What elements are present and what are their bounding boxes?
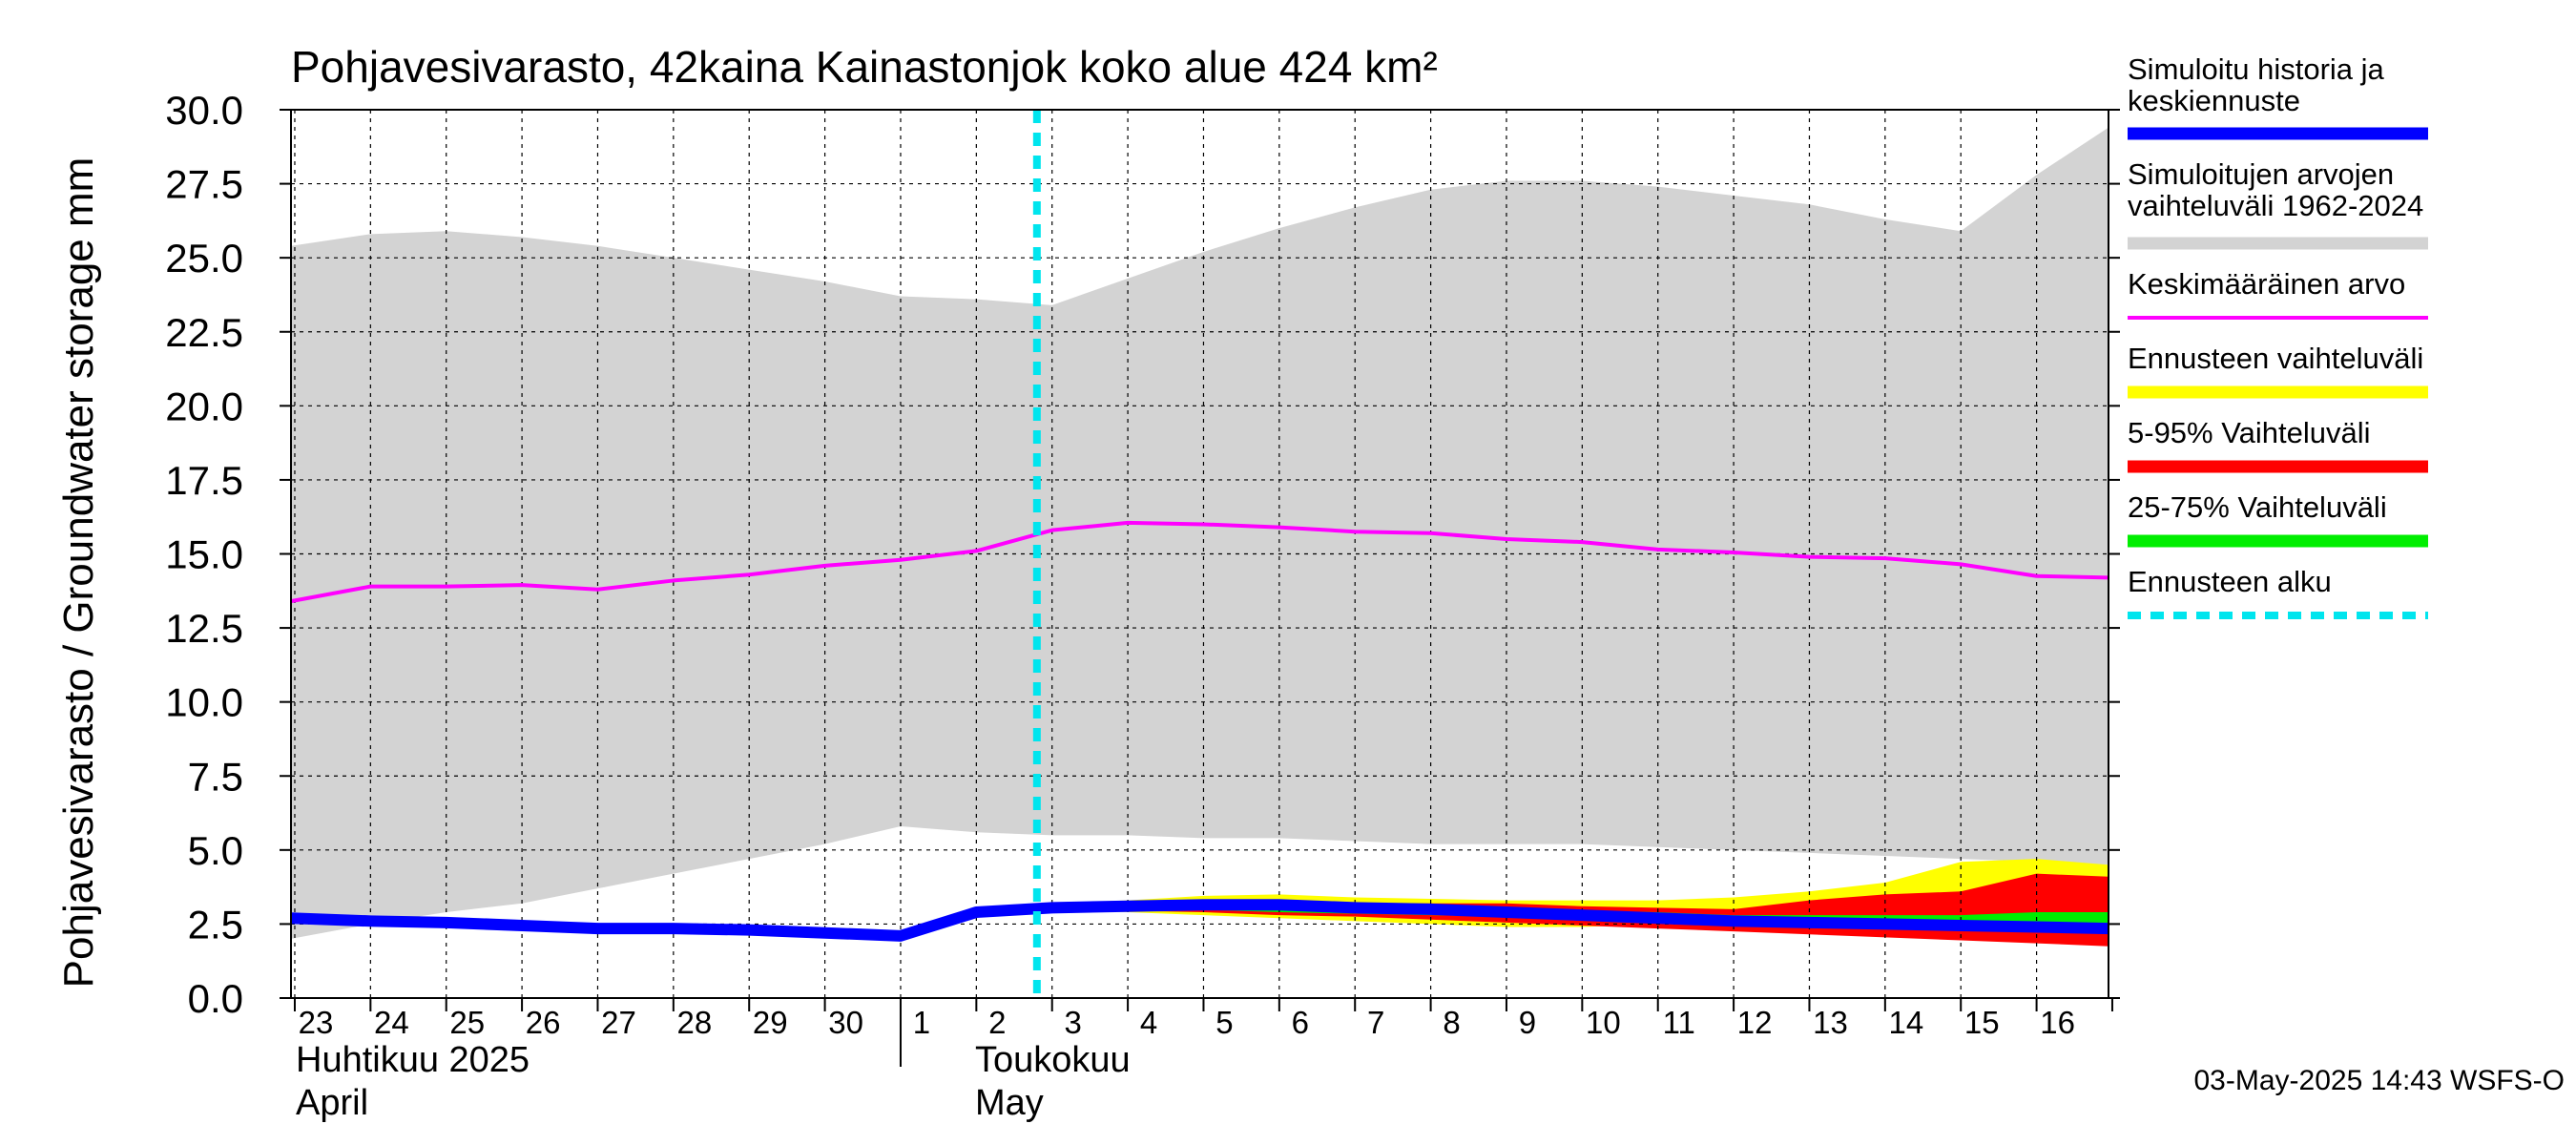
series-line-4: [290, 520, 2109, 604]
y-tick-label: 10.0: [165, 680, 243, 725]
y-tick-label: 20.0: [165, 384, 243, 428]
x-tick-label: 1: [913, 1005, 930, 1040]
x-tick-label: 26: [526, 1005, 561, 1040]
y-tick-label: 0.0: [188, 976, 243, 1021]
x-tick-label: 27: [601, 1005, 636, 1040]
legend-label-1: vaihteluväli 1962-2024: [2128, 189, 2423, 222]
y-tick-label: 15.0: [165, 532, 243, 577]
x-tick-label: 4: [1140, 1005, 1157, 1040]
x-tick-label: 10: [1586, 1005, 1621, 1040]
y-tick-label: 27.5: [165, 162, 243, 207]
x-tick-label: 2: [988, 1005, 1006, 1040]
y-axis-label: Pohjavesivarasto / Groundwater storage m…: [55, 157, 102, 989]
x-tick-label: 6: [1292, 1005, 1309, 1040]
y-tick-label: 12.5: [165, 606, 243, 651]
y-tick-label: 5.0: [188, 828, 243, 873]
series-line-5: [290, 899, 2109, 942]
plot-area: 0.0 2.5 5.0 7.5 10.0 12.5 15.0 17.5 20.0 22.5 25.0…: [165, 88, 2120, 1123]
y-tick-label: 2.5: [188, 902, 243, 947]
y-tick-label: 7.5: [188, 754, 243, 799]
y-tick-label: 25.0: [165, 236, 243, 281]
month-label-may_en: May: [975, 1083, 1044, 1123]
legend-label-1: Simuloitujen arvojen: [2128, 157, 2394, 191]
x-tick-label: 16: [2040, 1005, 2075, 1040]
x-tick-label: 30: [828, 1005, 863, 1040]
x-tick-label: 23: [299, 1005, 334, 1040]
legend-label-0: Simuloitu historia ja: [2128, 52, 2385, 86]
legend-label-2: Keskimääräinen arvo: [2128, 267, 2405, 301]
legend-label-5: 25-75% Vaihteluväli: [2128, 490, 2387, 524]
x-tick-label: 25: [449, 1005, 485, 1040]
x-tick-label: 15: [1964, 1005, 2000, 1040]
x-tick-label: 24: [374, 1005, 409, 1040]
y-tick-label: 30.0: [165, 88, 243, 133]
timestamp-footer: 03-May-2025 14:43 WSFS-O: [2194, 1065, 2566, 1096]
month-label-may_fi: Toukokuu: [975, 1040, 1131, 1080]
month-label-april_en: April: [296, 1083, 368, 1123]
x-tick-label: 11: [1663, 1005, 1695, 1040]
x-tick-label: 14: [1888, 1005, 1923, 1040]
x-tick-label: 5: [1215, 1005, 1233, 1040]
x-tick-label: 7: [1367, 1005, 1384, 1040]
legend-label-3: Ennusteen vaihteluväli: [2128, 342, 2423, 375]
legend-label-0: keskiennuste: [2128, 84, 2300, 117]
chart-title: Pohjavesivarasto, 42kaina Kainastonjok k…: [291, 42, 1438, 92]
x-tick-label: 9: [1519, 1005, 1536, 1040]
x-tick-label: 3: [1065, 1005, 1082, 1040]
legend-label-6: Ennusteen alku: [2128, 565, 2332, 598]
y-tick-label: 22.5: [165, 310, 243, 355]
x-tick-label: 28: [676, 1005, 712, 1040]
x-tick-label: 13: [1813, 1005, 1848, 1040]
y-tick-label: 17.5: [165, 458, 243, 503]
x-tick-label: 8: [1443, 1005, 1460, 1040]
legend-label-4: 5-95% Vaihteluväli: [2128, 416, 2370, 449]
month-label-april_fi: Huhtikuu 2025: [296, 1040, 530, 1080]
x-tick-label: 29: [753, 1005, 788, 1040]
series-band-0: [291, 127, 2109, 939]
x-tick-label: 12: [1737, 1005, 1773, 1040]
